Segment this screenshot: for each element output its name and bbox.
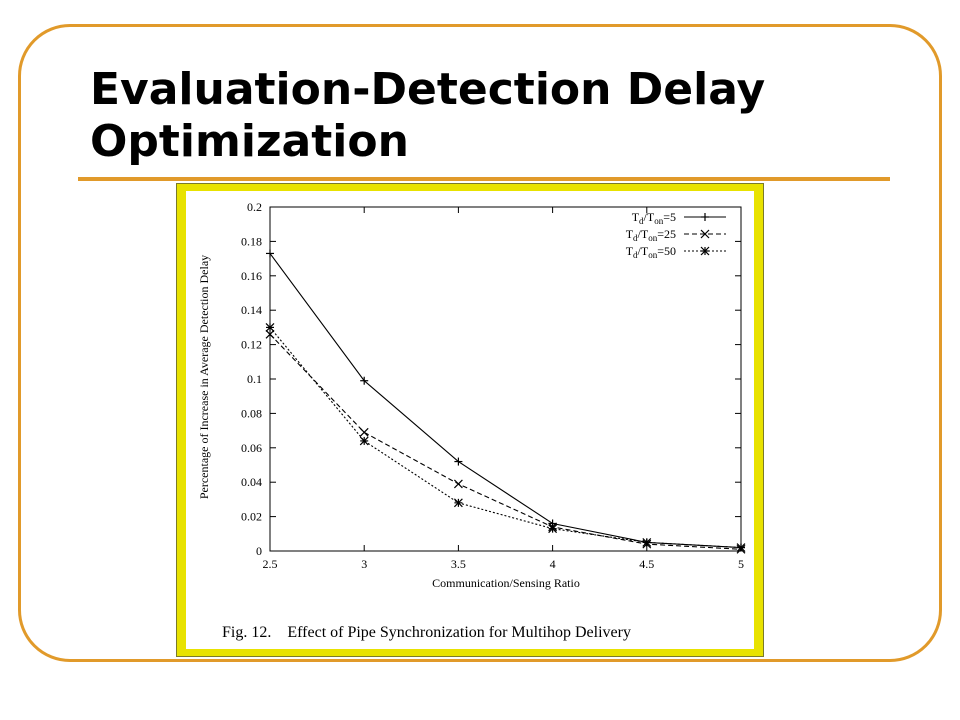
- data-point-series-2: [453, 479, 463, 489]
- slide-title: Evaluation-Detection Delay Optimization: [90, 64, 766, 167]
- line-chart: 2.5 3 3.5 4 4.5 5 0 0.02 0.04 0.06 0.08 0.1 0.12 0.14…: [197, 200, 746, 641]
- legend-entry-3: Td/Ton=50: [626, 244, 676, 260]
- data-point-series-3: [359, 436, 369, 446]
- series-line-3: [269, 327, 742, 549]
- data-point-series-2: [265, 329, 275, 339]
- legend-marker-1: [701, 213, 709, 221]
- slide-frame: [18, 24, 942, 662]
- x-tick-label: 3.5: [451, 557, 466, 571]
- data-point-series-3: [265, 322, 275, 332]
- y-tick-label: 0.02: [241, 510, 262, 524]
- data-point-series-1: [454, 457, 463, 466]
- y-tick-label: 0.18: [241, 234, 262, 248]
- series-line-1: [269, 253, 742, 549]
- y-tick-label: 0.12: [241, 338, 262, 352]
- legend-marker-2: [700, 229, 710, 239]
- x-tick-label: 4.5: [639, 557, 654, 571]
- legend-marker-3: [700, 246, 710, 256]
- figure-caption: Fig. 12. Effect of Pipe Synchronization …: [222, 624, 631, 641]
- data-point-series-3: [736, 543, 746, 552]
- legend-entry-2: Td/Ton=25: [626, 227, 676, 243]
- data-point-series-2: [359, 427, 369, 437]
- title-rule: [78, 177, 890, 181]
- y-tick-label: 0.14: [241, 303, 262, 317]
- legend-entry-1: Td/Ton=5: [632, 210, 676, 226]
- data-point-series-1: [360, 376, 369, 385]
- y-tick-label: 0.2: [247, 200, 262, 214]
- plot-area-border: [269, 206, 742, 552]
- x-tick-label: 2.5: [263, 557, 278, 571]
- y-tick-label: 0.04: [241, 475, 262, 489]
- data-point-series-3: [642, 537, 652, 547]
- y-tick-label: 0: [256, 544, 262, 558]
- y-tick-label: 0.1: [247, 372, 262, 386]
- data-point-series-1: [266, 249, 274, 258]
- data-point-series-3: [453, 498, 463, 508]
- figure-frame: 2.5 3 3.5 4 4.5 5 0 0.02 0.04 0.06 0.08 0.1 0.12 0.14…: [176, 183, 764, 657]
- y-axis-label: Percentage of Increase in Average Detect…: [197, 255, 211, 499]
- series-layer: [265, 249, 746, 554]
- series-line-2: [269, 333, 742, 550]
- y-tick-label: 0.06: [241, 441, 262, 455]
- x-tick-label: 5: [738, 557, 744, 571]
- data-point-series-3: [548, 524, 558, 534]
- x-tick-label: 3: [361, 557, 367, 571]
- y-tick-label: 0.08: [241, 406, 262, 420]
- figure-inner: 2.5 3 3.5 4 4.5 5 0 0.02 0.04 0.06 0.08 0.1 0.12 0.14…: [186, 191, 754, 649]
- y-tick-label: 0.16: [241, 269, 262, 283]
- x-axis-label: Communication/Sensing Ratio: [432, 576, 580, 590]
- x-tick-label: 4: [550, 557, 556, 571]
- axes-layer: 2.5 3 3.5 4 4.5 5 0 0.02 0.04 0.06 0.08 0.1 0.12 0.14…: [241, 200, 744, 571]
